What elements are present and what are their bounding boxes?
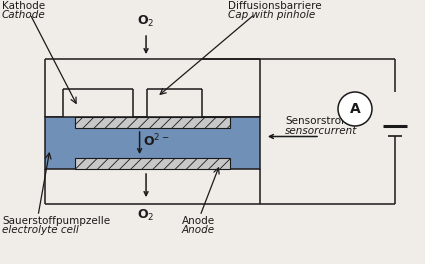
Text: Sensorstrom: Sensorstrom <box>285 116 351 125</box>
Text: Cathode: Cathode <box>2 10 46 20</box>
Text: O$_2$: O$_2$ <box>137 14 155 29</box>
Text: Diffusionsbarriere: Diffusionsbarriere <box>228 1 322 11</box>
Text: O$^{2-}$: O$^{2-}$ <box>143 133 169 149</box>
Text: Anode: Anode <box>182 225 215 235</box>
Text: Kathode: Kathode <box>2 1 45 11</box>
Text: electrolyte cell: electrolyte cell <box>2 225 79 235</box>
Text: Sauerstoffpumpzelle: Sauerstoffpumpzelle <box>2 216 110 226</box>
Bar <box>45 117 260 169</box>
Text: A: A <box>350 102 360 116</box>
Text: Anode: Anode <box>182 216 215 226</box>
Circle shape <box>338 92 372 126</box>
Text: Cap with pinhole: Cap with pinhole <box>228 10 315 20</box>
Bar <box>75 117 230 128</box>
Text: sensorcurrent: sensorcurrent <box>285 125 357 135</box>
Text: O$_2$: O$_2$ <box>137 208 155 223</box>
Bar <box>75 158 230 169</box>
